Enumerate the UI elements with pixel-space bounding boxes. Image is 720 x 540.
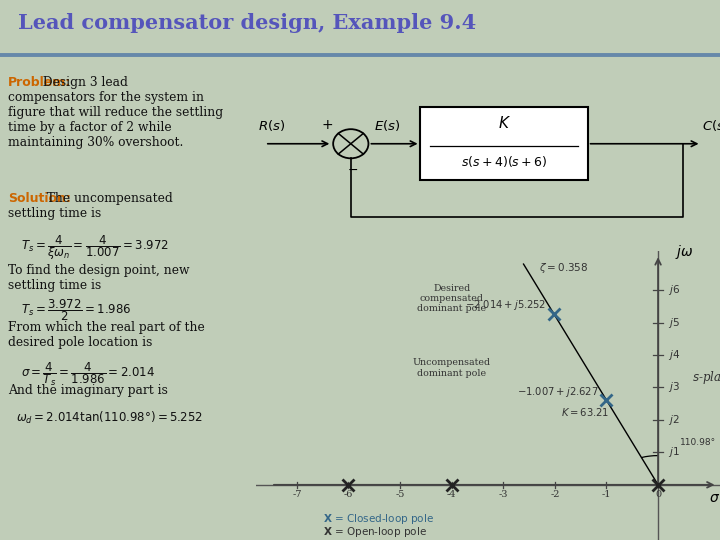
Text: $K = 63.21$: $K = 63.21$	[562, 407, 610, 418]
Text: 0: 0	[655, 490, 661, 499]
Text: $j2$: $j2$	[668, 413, 680, 427]
Text: From which the real part of the
desired pole location is: From which the real part of the desired …	[8, 321, 204, 349]
Text: $\mathbf{X}$ = Closed-loop pole: $\mathbf{X}$ = Closed-loop pole	[323, 512, 433, 526]
Text: $j6$: $j6$	[668, 283, 680, 297]
Text: $\sigma = \dfrac{4}{T_s} = \dfrac{4}{1.986} = 2.014$: $\sigma = \dfrac{4}{T_s} = \dfrac{4}{1.9…	[21, 360, 155, 388]
Text: -5: -5	[395, 490, 405, 499]
Text: -3: -3	[498, 490, 508, 499]
Text: $-$: $-$	[347, 163, 359, 176]
Text: Lead compensator design, Example 9.4: Lead compensator design, Example 9.4	[18, 12, 476, 32]
Text: Uncompensated
dominant pole: Uncompensated dominant pole	[413, 358, 491, 377]
Text: $\mathbf{X}$ = Open-loop pole: $\mathbf{X}$ = Open-loop pole	[323, 525, 426, 539]
Text: $j3$: $j3$	[668, 381, 680, 394]
Text: $j4$: $j4$	[668, 348, 680, 362]
Text: $\omega_d = 2.014\tan(110.98°) = 5.252$: $\omega_d = 2.014\tan(110.98°) = 5.252$	[16, 410, 203, 427]
Text: $s(s+4)(s+6)$: $s(s+4)(s+6)$	[461, 154, 547, 169]
Text: -2: -2	[550, 490, 559, 499]
Text: Solution:: Solution:	[8, 192, 71, 205]
Text: $T_s = \dfrac{4}{\xi\omega_n} = \dfrac{4}{1.007} = 3.972$: $T_s = \dfrac{4}{\xi\omega_n} = \dfrac{4…	[21, 233, 169, 262]
Text: $+$: $+$	[320, 118, 333, 132]
Text: -7: -7	[292, 490, 302, 499]
Text: $\zeta = 0.358$: $\zeta = 0.358$	[539, 261, 589, 274]
Text: Design 3 lead
compensators for the system in
figure that will reduce the settlin: Design 3 lead compensators for the syste…	[8, 76, 223, 149]
Text: Problem:: Problem:	[8, 76, 71, 89]
Text: To find the design point, new
settling time is: To find the design point, new settling t…	[8, 264, 189, 292]
Text: $E(s)$: $E(s)$	[374, 118, 400, 133]
Text: -1: -1	[602, 490, 611, 499]
Text: $s$-plane: $s$-plane	[692, 369, 720, 386]
Text: $K$: $K$	[498, 116, 510, 131]
Text: The uncompensated
settling time is: The uncompensated settling time is	[8, 192, 173, 220]
Bar	[420, 107, 588, 180]
Text: $-2.014 + j5.252$: $-2.014 + j5.252$	[465, 298, 546, 312]
Text: $j5$: $j5$	[668, 315, 680, 329]
Text: Desired
compensated
dominant pole: Desired compensated dominant pole	[417, 284, 486, 313]
Text: $T_s = \dfrac{3.972}{2} = 1.986$: $T_s = \dfrac{3.972}{2} = 1.986$	[21, 298, 132, 323]
Text: 110.98°: 110.98°	[680, 438, 716, 447]
Text: $-1.007 + j2.627$: $-1.007 + j2.627$	[516, 384, 598, 399]
Text: And the imaginary part is: And the imaginary part is	[8, 384, 168, 397]
Text: $C(s)$: $C(s)$	[702, 118, 720, 133]
Text: $\sigma$: $\sigma$	[709, 491, 720, 505]
Text: $R(s)$: $R(s)$	[258, 118, 285, 133]
Text: $j\omega$: $j\omega$	[675, 243, 693, 261]
Text: -4: -4	[447, 490, 456, 499]
Text: $j1$: $j1$	[668, 446, 680, 460]
Text: -6: -6	[343, 490, 354, 499]
